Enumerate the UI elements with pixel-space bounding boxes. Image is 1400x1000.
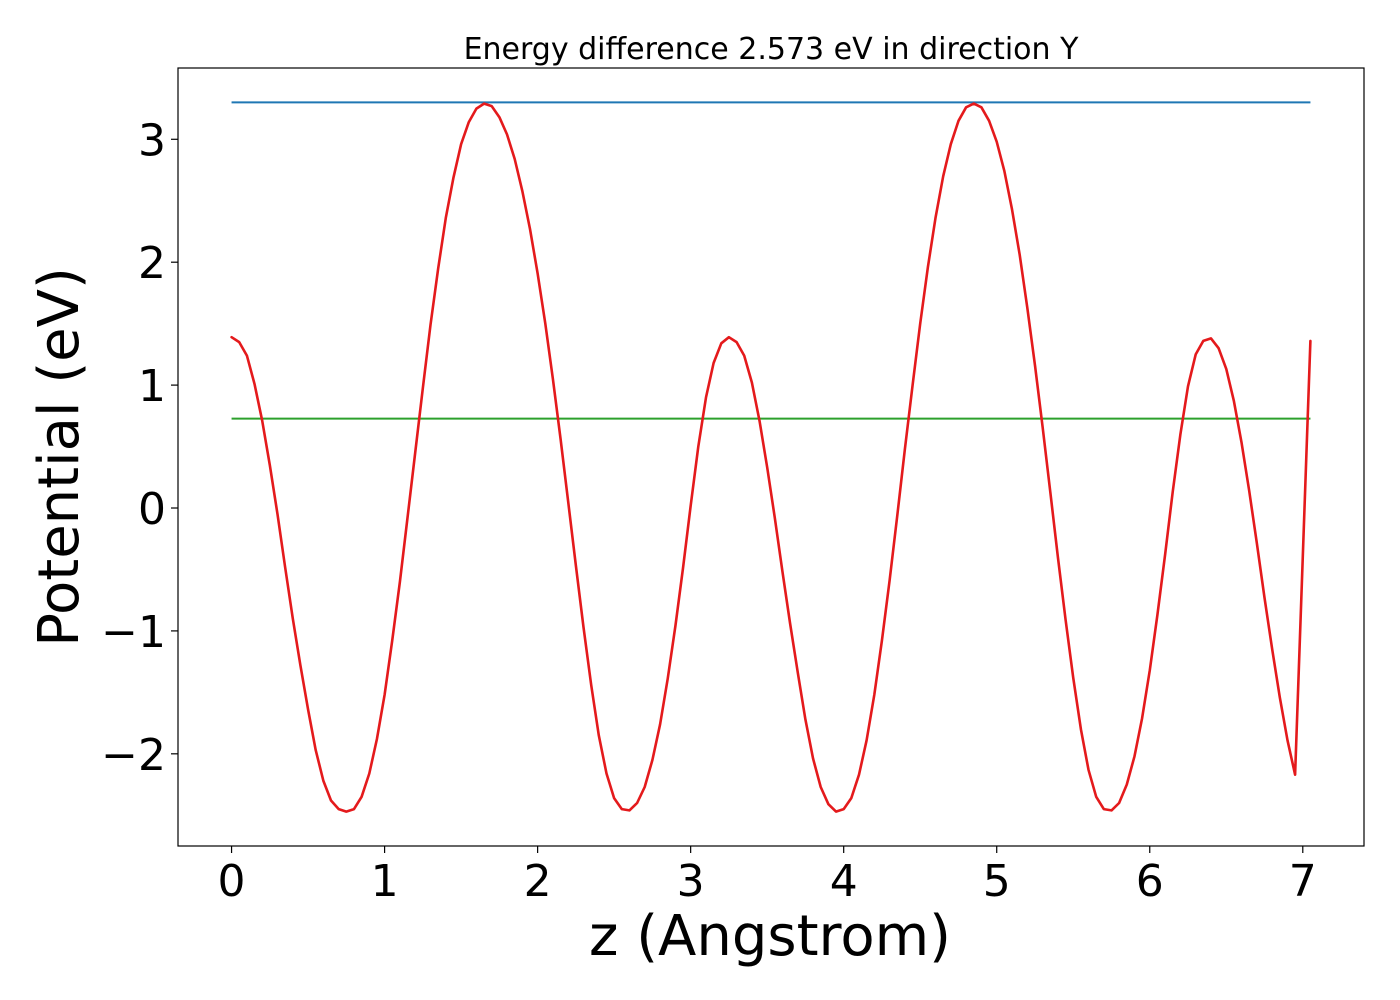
x-tick-label: 6 <box>1136 856 1164 907</box>
x-tick-label: 2 <box>524 856 552 907</box>
y-tick-label: −1 <box>101 607 166 658</box>
y-tick-label: 1 <box>138 361 166 412</box>
x-tick-label: 7 <box>1289 856 1317 907</box>
chart-title: Energy difference 2.573 eV in direction … <box>464 32 1080 67</box>
x-tick-label: 0 <box>218 856 246 907</box>
x-tick-label: 3 <box>677 856 705 907</box>
y-tick-label: 0 <box>138 484 166 535</box>
y-tick-label: 2 <box>138 238 166 289</box>
x-axis-label: z (Angstrom) <box>589 904 951 969</box>
x-tick-label: 1 <box>371 856 399 907</box>
potential-series-line <box>230 102 1312 813</box>
y-axis: −2 −1 0 1 2 3 <box>101 115 178 781</box>
axes-frame <box>177 67 1365 847</box>
y-axis-label: Potential (eV) <box>27 267 92 647</box>
x-axis: 0 1 2 3 4 5 6 7 <box>218 846 1317 907</box>
y-tick-label: 3 <box>138 115 166 166</box>
x-tick-label: 5 <box>983 856 1011 907</box>
plot-area <box>230 101 1312 813</box>
x-tick-label: 4 <box>830 856 858 907</box>
y-tick-label: −2 <box>101 730 166 781</box>
